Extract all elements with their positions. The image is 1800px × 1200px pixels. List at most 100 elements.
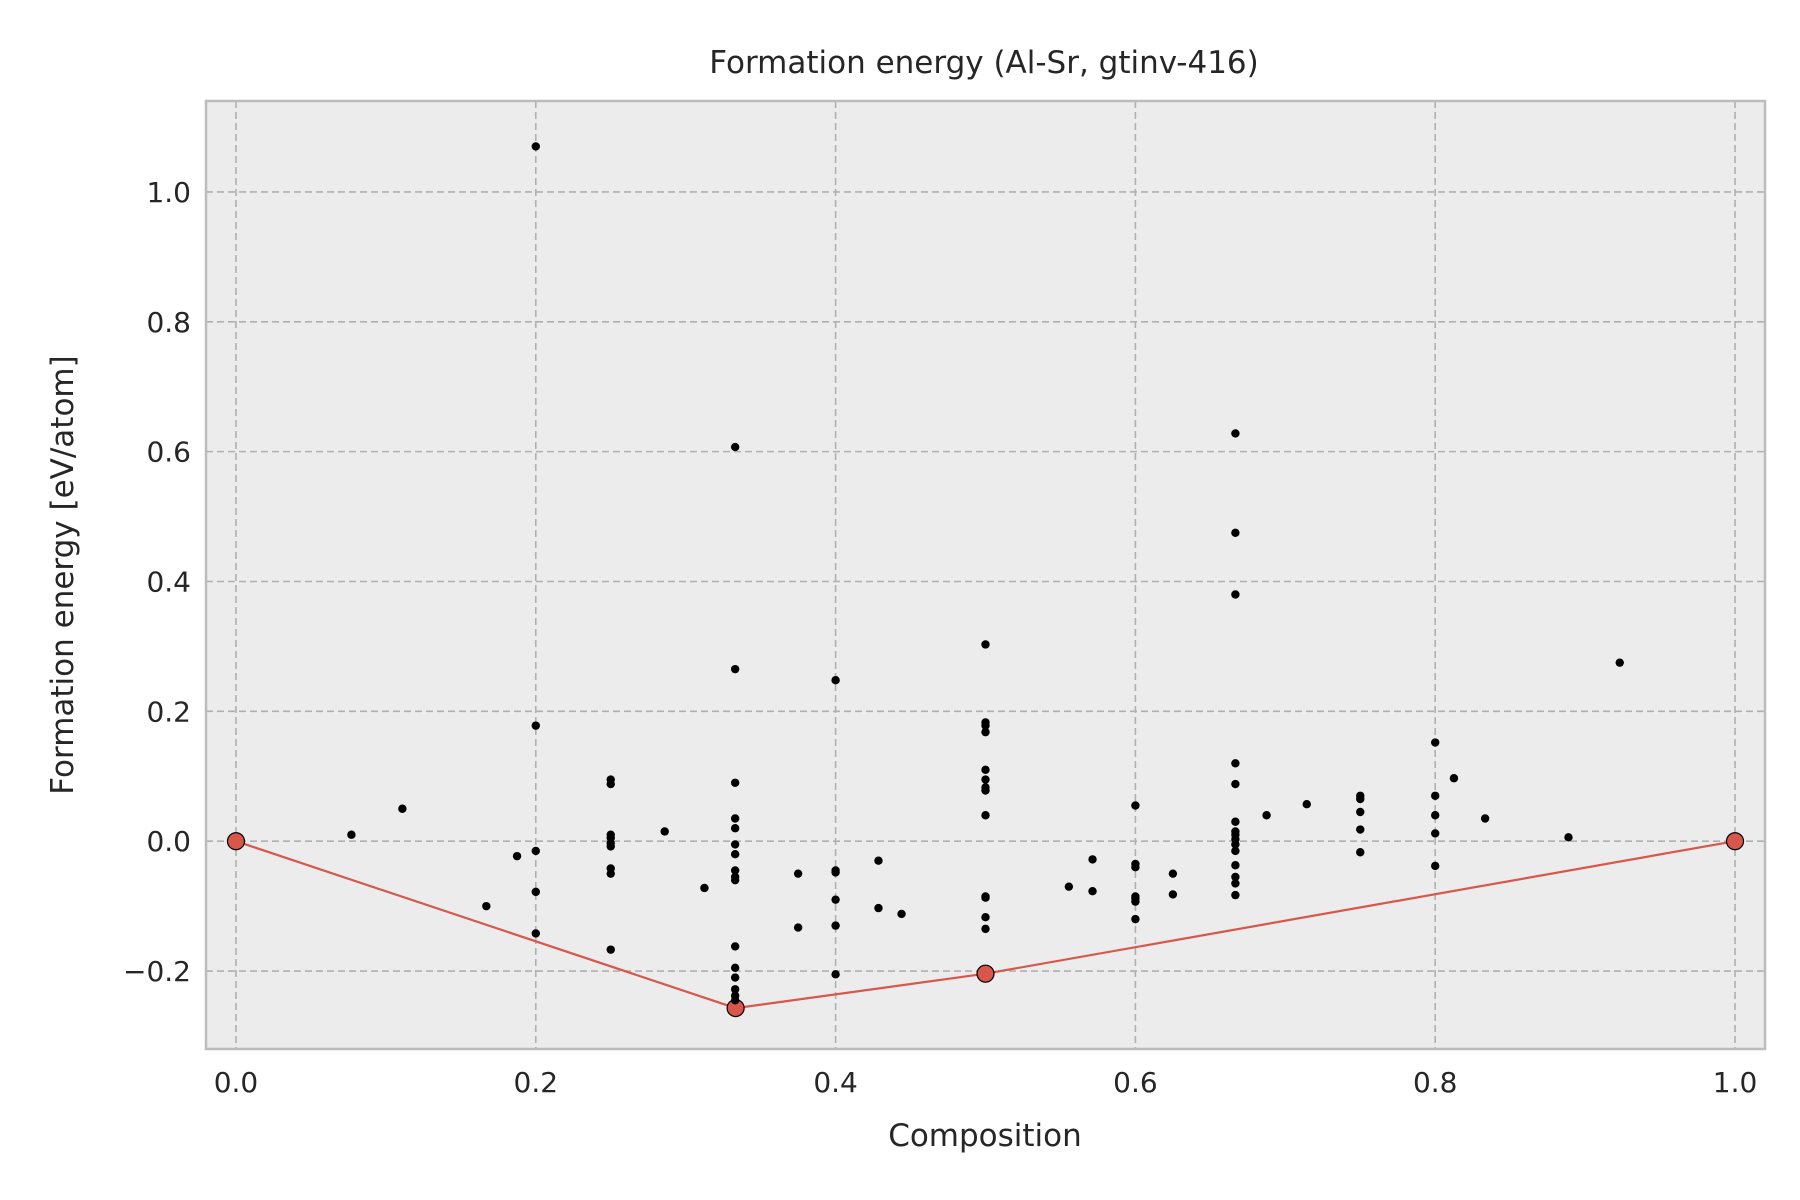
- data-point: [730, 778, 740, 787]
- y-tick-label: 0.0: [146, 825, 191, 858]
- x-axis-label: Composition: [888, 1118, 1082, 1154]
- data-point: [1231, 840, 1240, 849]
- x-tick-label: 1.0: [1713, 1066, 1758, 1099]
- y-axis-ticks: −0.2 0.0 0.2 0.4 0.6 0.8 1.0: [123, 176, 191, 988]
- data-point: [347, 830, 356, 839]
- data-point: [1131, 862, 1140, 872]
- data-point: [874, 903, 883, 913]
- x-tick-label: 0.8: [1413, 1066, 1458, 1099]
- data-point: [981, 775, 990, 784]
- data-point: [730, 824, 740, 833]
- data-point: [1231, 429, 1240, 438]
- y-tick-label: 1.0: [146, 176, 191, 209]
- data-point: [1615, 658, 1624, 667]
- data-point: [398, 804, 407, 813]
- data-point: [1231, 817, 1240, 826]
- data-point: [606, 779, 615, 789]
- data-point: [730, 985, 740, 994]
- data-point: [981, 912, 990, 922]
- scatter-series: [347, 142, 1624, 1005]
- data-point: [730, 996, 740, 1005]
- data-point: [1356, 794, 1365, 804]
- data-point: [1064, 882, 1074, 891]
- data-point: [1168, 869, 1178, 878]
- data-point: [606, 945, 615, 954]
- data-point: [1564, 833, 1573, 842]
- data-point: [660, 827, 669, 836]
- plot-frame: [204, 99, 1767, 1051]
- data-point: [606, 869, 615, 878]
- hull-point: [1725, 832, 1745, 851]
- data-point: [531, 721, 540, 730]
- hull-line: [235, 840, 1736, 1010]
- y-axis-label: Formation energy [eV/atom]: [45, 355, 81, 794]
- data-point: [1262, 811, 1271, 820]
- data-point: [1131, 894, 1140, 903]
- data-point: [730, 866, 740, 875]
- y-tick-label: 0.4: [146, 565, 191, 598]
- data-point: [1231, 590, 1240, 599]
- data-point: [1231, 872, 1240, 882]
- data-point: [981, 924, 990, 934]
- data-point: [700, 883, 709, 893]
- convex-hull-series: [226, 832, 1745, 1018]
- data-point: [730, 942, 740, 951]
- data-point: [831, 921, 840, 930]
- data-point: [531, 846, 540, 856]
- data-point: [1431, 861, 1440, 871]
- plot-area: [206, 101, 1765, 1049]
- data-point: [730, 875, 740, 885]
- data-point: [1431, 829, 1440, 838]
- data-point: [981, 721, 990, 730]
- data-point: [1431, 791, 1440, 800]
- data-point: [1231, 528, 1240, 537]
- hull-point: [226, 832, 246, 851]
- y-tick-label: −0.2: [123, 955, 191, 988]
- data-point: [730, 963, 740, 973]
- data-point: [981, 765, 990, 774]
- grid-lines: [206, 101, 1765, 1049]
- data-point: [1431, 738, 1440, 747]
- data-point: [730, 664, 740, 674]
- data-point: [1088, 855, 1097, 864]
- data-point: [1480, 814, 1490, 823]
- data-point: [1431, 811, 1440, 820]
- data-point: [1356, 825, 1365, 834]
- data-point: [1231, 779, 1240, 789]
- y-tick-label: 0.2: [146, 695, 191, 728]
- y-tick-label: 0.8: [146, 306, 191, 339]
- y-tick-label: 0.6: [146, 436, 191, 469]
- data-point: [793, 869, 803, 878]
- data-point: [1356, 807, 1365, 817]
- data-point: [730, 814, 740, 823]
- data-point: [981, 640, 990, 649]
- chart-title: Formation energy (Al-Sr, gtinv-416): [709, 45, 1258, 81]
- data-point: [730, 850, 740, 859]
- data-point: [897, 909, 906, 919]
- data-point: [831, 895, 840, 904]
- x-axis-ticks: 0.0 0.2 0.4 0.6 0.8 1.0: [214, 1066, 1758, 1099]
- data-point: [793, 923, 803, 932]
- data-point: [512, 851, 522, 861]
- data-point: [831, 868, 840, 877]
- data-point: [1231, 846, 1240, 856]
- data-point: [981, 893, 990, 902]
- x-tick-label: 0.0: [214, 1066, 259, 1099]
- data-point: [1131, 914, 1140, 924]
- data-point: [1302, 800, 1311, 809]
- data-point: [831, 970, 840, 979]
- data-point: [730, 973, 740, 982]
- data-point: [531, 887, 540, 897]
- data-point: [606, 842, 615, 851]
- data-point: [531, 929, 540, 938]
- data-point: [874, 856, 883, 865]
- data-point: [831, 675, 840, 685]
- data-point: [981, 786, 990, 795]
- data-point: [1231, 890, 1240, 900]
- hull-point: [976, 964, 995, 983]
- data-point: [1231, 861, 1240, 870]
- data-point: [1231, 759, 1240, 768]
- data-point: [531, 142, 540, 151]
- data-point: [1449, 774, 1459, 783]
